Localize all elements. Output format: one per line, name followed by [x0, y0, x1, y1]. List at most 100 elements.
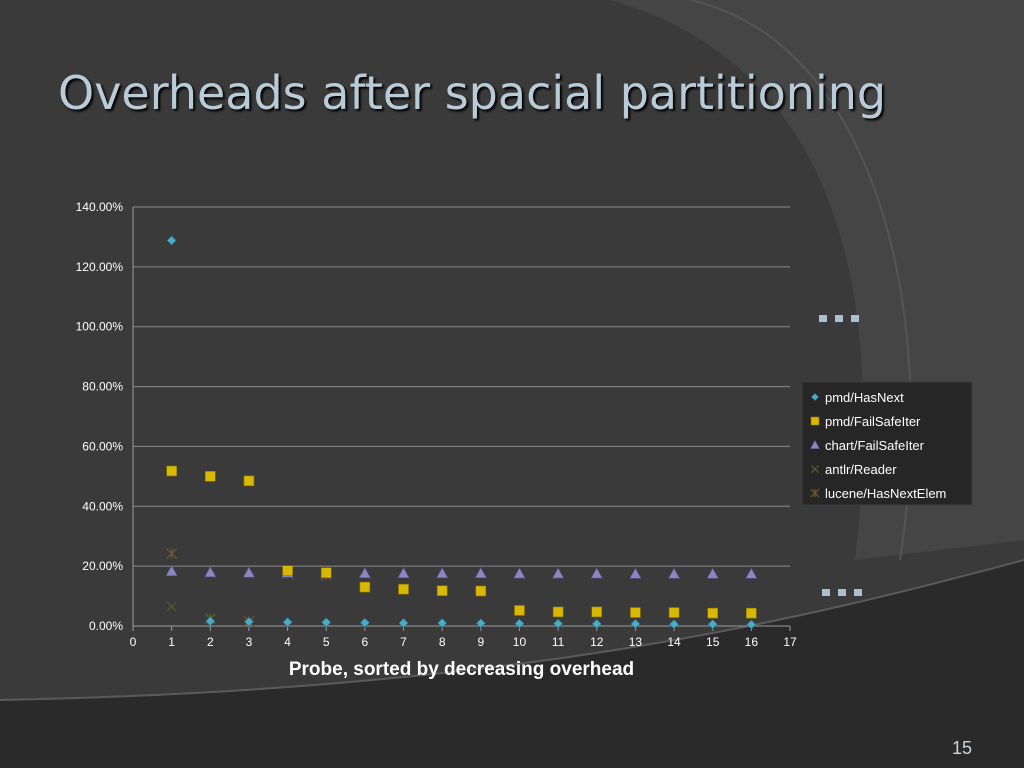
slide-title: Overheads after spacial partitioning	[58, 66, 887, 120]
data-point	[707, 607, 719, 619]
data-point	[630, 618, 641, 629]
data-point	[166, 601, 177, 612]
x-axis-title: Probe, sorted by decreasing overhead	[289, 659, 634, 680]
legend-label: pmd/FailSafeIter	[825, 414, 921, 429]
data-point	[475, 618, 486, 629]
y-tick-label: 140.00%	[76, 200, 124, 214]
y-tick-label: 20.00%	[82, 559, 123, 573]
data-point	[398, 583, 409, 595]
x-tick-label: 5	[323, 635, 330, 649]
data-point	[166, 235, 177, 246]
legend-label: antlr/Reader	[825, 462, 897, 477]
legend-swatch	[810, 416, 820, 426]
data-point	[669, 619, 679, 630]
legend-label: lucene/HasNextElem	[825, 486, 946, 501]
data-point	[204, 471, 216, 482]
deco-square	[838, 589, 846, 596]
x-tick-label: 6	[362, 635, 369, 649]
legend-swatch	[810, 488, 820, 498]
data-point	[165, 565, 178, 576]
x-tick-label: 12	[590, 635, 604, 649]
x-tick-label: 7	[400, 635, 407, 649]
data-point	[398, 618, 409, 628]
data-point	[204, 566, 217, 578]
legend-swatch	[810, 392, 820, 402]
x-tick-label: 1	[168, 635, 175, 649]
legend-box	[801, 381, 973, 506]
data-point	[437, 618, 448, 628]
data-point	[591, 618, 602, 629]
chart-axes	[132, 207, 791, 631]
series-pmd-hasnext	[166, 235, 757, 630]
data-point	[475, 585, 487, 597]
decorative-squares-top	[819, 315, 859, 322]
x-tick-label: 2	[207, 635, 214, 649]
x-axis-tick-labels: 0 1 2 3 4 5 6 7 8 9 10 11 12 13 14 15 16 17	[130, 635, 797, 649]
deco-square	[854, 589, 862, 596]
data-point	[745, 567, 758, 579]
data-point	[358, 567, 371, 579]
x-tick-label: 11	[552, 635, 565, 649]
data-point	[591, 606, 603, 618]
data-point	[166, 465, 177, 477]
chart-plot-area	[165, 235, 758, 630]
data-point	[436, 567, 449, 579]
x-tick-label: 13	[629, 635, 643, 649]
data-point	[242, 566, 255, 578]
deco-square	[819, 315, 827, 322]
y-tick-label: 0.00%	[89, 619, 123, 633]
data-point	[320, 567, 332, 579]
x-tick-label: 0	[130, 635, 137, 649]
x-tick-label: 9	[477, 635, 484, 649]
slide-number: 15	[951, 738, 972, 758]
data-point	[746, 607, 757, 619]
data-point	[359, 617, 370, 628]
series-pmd-failsafeiter	[166, 465, 757, 619]
y-tick-label: 100.00%	[76, 320, 124, 334]
chart-legend: pmd/HasNext pmd/FailSafeIter chart/FailSaf…	[801, 381, 973, 506]
data-point	[552, 606, 564, 618]
data-point	[397, 567, 410, 579]
data-point	[282, 617, 293, 628]
deco-square	[835, 315, 843, 322]
x-tick-label: 10	[513, 635, 527, 649]
y-tick-label: 60.00%	[82, 439, 123, 453]
data-point	[282, 565, 293, 576]
data-point	[553, 618, 564, 629]
data-point	[474, 567, 487, 579]
data-point	[166, 548, 178, 560]
data-point	[513, 567, 526, 579]
data-point	[668, 567, 681, 579]
data-point	[514, 605, 525, 616]
deco-square	[851, 315, 859, 322]
data-point	[590, 567, 603, 579]
data-point	[359, 581, 371, 593]
legend-swatch	[810, 439, 820, 449]
data-point	[244, 616, 254, 627]
data-point	[436, 585, 448, 596]
legend-label: pmd/HasNext	[825, 390, 904, 405]
data-point	[630, 607, 641, 618]
x-tick-label: 15	[706, 635, 720, 649]
data-point	[706, 567, 719, 579]
y-tick-label: 80.00%	[82, 380, 123, 394]
y-tick-label: 40.00%	[82, 499, 123, 513]
background-footer-edge	[0, 559, 1024, 701]
x-tick-label: 17	[783, 635, 797, 649]
data-point	[243, 475, 255, 487]
data-point	[629, 567, 642, 579]
legend-label: chart/FailSafeIter	[825, 438, 925, 453]
x-tick-label: 14	[667, 635, 681, 649]
y-axis-tick-labels: 0.00% 20.00% 40.00% 60.00% 80.00% 100.00% 120.…	[76, 200, 124, 633]
x-tick-label: 16	[745, 635, 759, 649]
x-tick-label: 8	[439, 635, 446, 649]
data-point	[746, 619, 757, 630]
x-tick-label: 4	[284, 635, 291, 649]
background-panel	[0, 0, 1024, 700]
deco-square	[822, 589, 830, 596]
x-tick-label: 3	[246, 635, 253, 649]
chart-gridlines	[133, 206, 790, 567]
data-point	[707, 619, 718, 630]
